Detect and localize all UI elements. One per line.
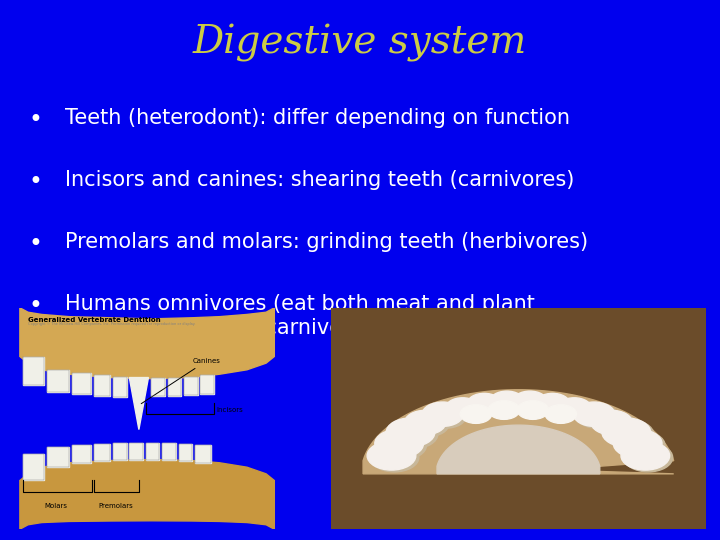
Text: •: • [29, 294, 42, 318]
Text: •: • [29, 232, 42, 256]
Circle shape [574, 402, 615, 427]
Polygon shape [331, 308, 706, 529]
Polygon shape [179, 444, 192, 461]
Text: Canines: Canines [141, 358, 220, 404]
Text: •: • [29, 108, 42, 132]
Polygon shape [363, 390, 674, 474]
Circle shape [460, 405, 492, 423]
Polygon shape [113, 377, 127, 397]
Circle shape [605, 420, 654, 449]
Circle shape [591, 410, 632, 435]
Polygon shape [162, 443, 176, 460]
Circle shape [488, 401, 520, 420]
Circle shape [516, 393, 550, 413]
Circle shape [545, 405, 577, 423]
Circle shape [378, 431, 426, 460]
Circle shape [386, 418, 435, 447]
Circle shape [370, 443, 419, 472]
Circle shape [405, 410, 446, 435]
Polygon shape [22, 356, 45, 386]
Circle shape [613, 429, 662, 458]
Circle shape [467, 393, 501, 413]
Polygon shape [72, 445, 91, 463]
Circle shape [470, 395, 504, 415]
Polygon shape [130, 377, 148, 430]
Circle shape [425, 404, 467, 428]
Text: Digestive system: Digestive system [193, 24, 527, 62]
Polygon shape [20, 460, 274, 529]
Polygon shape [72, 373, 91, 394]
Circle shape [389, 420, 438, 449]
Text: Incisors and canines: shearing teeth (carnivores): Incisors and canines: shearing teeth (ca… [65, 170, 574, 190]
Text: Generalized Vertebrate Dentition: Generalized Vertebrate Dentition [28, 316, 161, 323]
Polygon shape [437, 425, 600, 474]
Circle shape [536, 393, 570, 413]
Circle shape [517, 401, 549, 420]
Text: Premolars: Premolars [98, 503, 133, 509]
Circle shape [422, 402, 463, 427]
Circle shape [490, 391, 523, 411]
Text: Copyright © The McGraw-Hill Companies, Inc. Permission required for reproduction: Copyright © The McGraw-Hill Companies, I… [28, 322, 196, 326]
Polygon shape [168, 377, 181, 396]
Circle shape [557, 398, 591, 418]
Text: •: • [29, 170, 42, 194]
Text: Teeth (heterodont): differ depending on function: Teeth (heterodont): differ depending on … [65, 108, 570, 128]
Text: Premolars and molars: grinding teeth (herbivores): Premolars and molars: grinding teeth (he… [65, 232, 588, 252]
Polygon shape [48, 447, 69, 467]
Polygon shape [94, 375, 110, 396]
Circle shape [513, 391, 546, 411]
Circle shape [577, 404, 618, 428]
Polygon shape [22, 454, 45, 481]
Circle shape [624, 443, 672, 472]
Circle shape [560, 400, 594, 420]
Polygon shape [200, 375, 214, 394]
Polygon shape [195, 445, 212, 463]
Polygon shape [48, 370, 69, 392]
Polygon shape [113, 443, 127, 460]
Circle shape [602, 418, 651, 447]
Circle shape [621, 441, 670, 470]
Circle shape [408, 412, 449, 436]
Circle shape [446, 398, 480, 418]
Circle shape [594, 412, 635, 436]
Polygon shape [151, 377, 165, 396]
Circle shape [367, 441, 416, 470]
Polygon shape [130, 443, 143, 460]
Polygon shape [184, 377, 198, 395]
Text: Incisors: Incisors [217, 407, 243, 413]
Text: Molars: Molars [44, 503, 67, 509]
Circle shape [375, 429, 423, 458]
Circle shape [493, 393, 527, 413]
Circle shape [616, 431, 665, 460]
Polygon shape [94, 444, 110, 461]
Circle shape [539, 395, 572, 415]
Circle shape [449, 400, 482, 420]
Polygon shape [20, 308, 274, 379]
Text: Humans omnivores (eat both meat and plant
material): front for carnivory, back f: Humans omnivores (eat both meat and plan… [65, 294, 567, 338]
Polygon shape [145, 443, 159, 460]
